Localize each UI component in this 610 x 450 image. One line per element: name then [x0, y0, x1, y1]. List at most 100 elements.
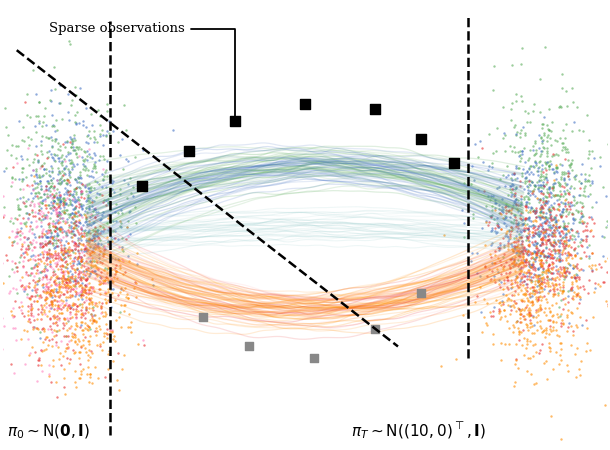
Point	[570, 201, 580, 208]
Point	[556, 340, 566, 347]
Point	[531, 253, 541, 261]
Point	[538, 137, 548, 144]
Point	[49, 217, 59, 225]
Point	[76, 253, 85, 260]
Point	[63, 240, 73, 247]
Point	[63, 187, 73, 194]
Point	[55, 82, 65, 89]
Point	[8, 304, 18, 311]
Point	[49, 232, 59, 239]
Point	[85, 316, 95, 324]
Point	[583, 154, 593, 162]
Point	[542, 178, 551, 185]
Point	[576, 171, 586, 178]
Point	[541, 325, 551, 332]
Point	[54, 155, 64, 162]
Point	[147, 276, 157, 283]
Point	[538, 168, 548, 176]
Point	[88, 164, 98, 171]
Point	[21, 270, 31, 278]
Point	[525, 176, 534, 183]
Point	[82, 157, 92, 164]
Point	[102, 127, 112, 135]
Point	[76, 190, 85, 197]
Point	[52, 273, 62, 280]
Point	[586, 214, 596, 221]
Point	[55, 200, 65, 207]
Point	[528, 187, 538, 194]
Point	[500, 219, 509, 226]
Point	[94, 244, 104, 252]
Point	[84, 203, 93, 210]
Point	[82, 282, 92, 289]
Point	[103, 238, 113, 245]
Point	[559, 240, 569, 247]
Point	[506, 174, 516, 181]
Point	[59, 322, 68, 329]
Point	[503, 302, 512, 309]
Point	[553, 267, 563, 274]
Point	[29, 202, 39, 209]
Point	[43, 342, 53, 349]
Point	[28, 186, 38, 194]
Point	[567, 287, 577, 294]
Point	[47, 234, 57, 241]
Point	[77, 255, 87, 262]
Point	[503, 276, 513, 283]
Point	[477, 144, 487, 152]
Point	[536, 221, 545, 229]
Point	[71, 203, 81, 210]
Point	[538, 210, 548, 217]
Point	[29, 212, 38, 220]
Point	[66, 191, 76, 198]
Point	[516, 296, 526, 303]
Point	[61, 227, 71, 234]
Point	[548, 182, 558, 189]
Point	[85, 230, 95, 237]
Point	[88, 207, 98, 215]
Point	[24, 351, 34, 359]
Point	[515, 252, 525, 259]
Point	[513, 148, 523, 155]
Point	[528, 274, 538, 281]
Point	[47, 294, 57, 301]
Point	[48, 288, 57, 295]
Point	[71, 176, 81, 183]
Point	[58, 319, 68, 326]
Point	[73, 236, 83, 243]
Point	[515, 209, 525, 216]
Point	[41, 234, 51, 241]
Point	[107, 254, 117, 261]
Point	[504, 172, 514, 179]
Point	[42, 254, 52, 261]
Point	[506, 219, 515, 226]
Point	[65, 133, 74, 140]
Point	[94, 277, 104, 284]
Point	[593, 281, 603, 288]
Point	[71, 217, 81, 225]
Point	[54, 355, 63, 362]
Point	[526, 205, 536, 212]
Point	[65, 275, 74, 283]
Point	[489, 272, 499, 279]
Point	[29, 243, 39, 250]
Point	[36, 232, 46, 239]
Point	[550, 287, 559, 294]
Point	[525, 264, 535, 271]
Point	[51, 210, 61, 217]
Point	[55, 215, 65, 222]
Point	[531, 379, 540, 387]
Point	[113, 255, 123, 262]
Point	[101, 183, 110, 190]
Point	[509, 291, 519, 298]
Point	[57, 225, 67, 232]
Point	[37, 282, 47, 289]
Point	[559, 225, 569, 232]
Point	[67, 140, 77, 147]
Point	[551, 282, 561, 289]
Point	[554, 230, 564, 237]
Point	[521, 256, 531, 263]
Point	[98, 165, 108, 172]
Point	[51, 225, 60, 232]
Point	[561, 256, 571, 263]
